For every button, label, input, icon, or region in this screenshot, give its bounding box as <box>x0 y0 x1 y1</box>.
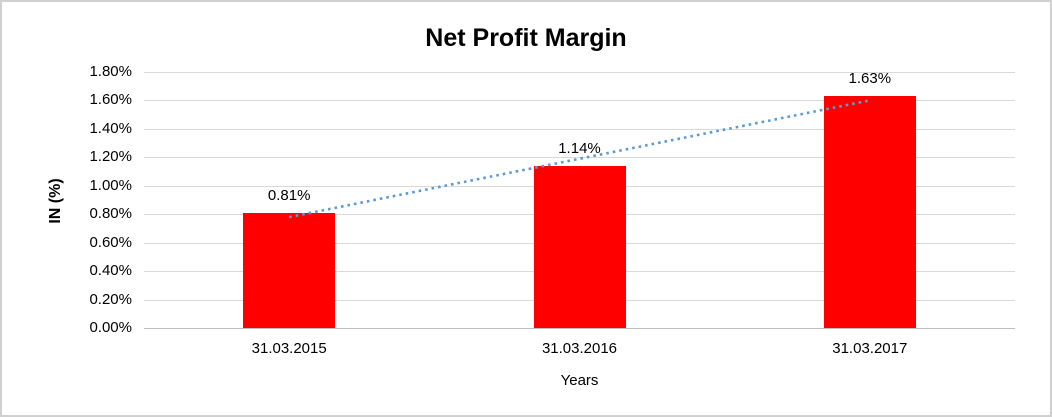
bar-31.03.2015 <box>243 212 336 328</box>
x-tick-label: 31.03.2016 <box>541 340 618 357</box>
y-tick-label: 1.20% <box>89 148 132 166</box>
x-axis-line <box>144 328 1015 329</box>
chart-title: Net Profit Margin <box>425 24 627 52</box>
x-axis-title: Years <box>560 372 599 389</box>
y-tick-label: 0.40% <box>89 262 132 280</box>
x-tick-label: 31.03.2015 <box>251 340 327 357</box>
data-label: 1.63% <box>848 70 892 88</box>
y-tick-label: 0.00% <box>89 319 132 336</box>
y-tick-label: 1.80% <box>89 63 132 80</box>
y-tick-label: 0.80% <box>89 205 132 223</box>
plot-area: 0.81% 1.14% 1.63% <box>144 70 1015 329</box>
x-tick-label: 31.03.2017 <box>832 340 908 357</box>
y-tick-label: 0.20% <box>89 290 132 308</box>
data-label: 0.81% <box>267 186 311 204</box>
bar-31.03.2017 <box>823 96 916 328</box>
gridline <box>144 72 1015 73</box>
y-axis-tick-labels: 0.00% 0.20% 0.40% 0.60% 0.80% 1.00% 1.20% 1.40%… <box>60 2 132 415</box>
bar-31.03.2016 <box>533 165 626 328</box>
y-tick-label: 0.60% <box>89 233 132 251</box>
y-tick-label: 1.60% <box>89 91 132 109</box>
data-label: 1.14% <box>558 139 601 157</box>
y-tick-label: 1.40% <box>89 119 132 137</box>
y-tick-label: 1.00% <box>89 176 132 194</box>
